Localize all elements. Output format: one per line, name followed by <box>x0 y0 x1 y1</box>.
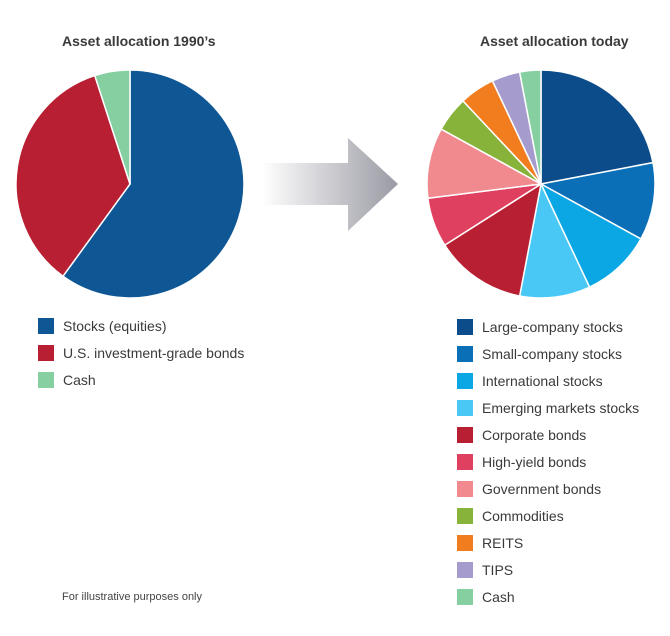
legend-label: Cash <box>482 588 515 605</box>
pie-slice-large-company-stocks <box>540 69 654 185</box>
legend-item-large-company-stocks: Large-company stocks <box>457 313 639 340</box>
legend-label: TIPS <box>482 561 514 578</box>
legend-swatch <box>38 371 54 388</box>
legend-label: Commodities <box>482 507 564 524</box>
legend-label: Stocks (equities) <box>63 317 167 334</box>
legend-swatch <box>457 507 473 524</box>
legend-item-cash: Cash <box>38 366 244 393</box>
legend-item-corporate-bonds: Corporate bonds <box>457 421 639 448</box>
legend-item-tips: TIPS <box>457 556 639 583</box>
pie-slice-government-bonds <box>426 128 542 200</box>
footnote: For illustrative purposes only <box>62 591 203 603</box>
legend-swatch <box>457 480 473 497</box>
legend-swatch <box>457 534 473 551</box>
legend-swatch <box>457 318 473 335</box>
pie-slice-small-company-stocks <box>540 161 656 240</box>
legend-swatch <box>457 561 473 578</box>
pie-1990s <box>15 69 245 299</box>
legend-item-reits: REITS <box>457 529 639 556</box>
legend-swatch <box>38 344 54 361</box>
legend-item-u-s-investment-grade-bonds: U.S. investment-grade bonds <box>38 339 244 366</box>
pie-slice-emerging-markets-stocks <box>518 183 591 299</box>
legend-item-small-company-stocks: Small-company stocks <box>457 340 639 367</box>
legend-label: High-yield bonds <box>482 453 587 470</box>
legend-label: Corporate bonds <box>482 426 587 443</box>
legend-label: U.S. investment-grade bonds <box>63 344 245 361</box>
legend-item-stocks-equities: Stocks (equities) <box>38 312 244 339</box>
legend-today: Large-company stocks Small-company stocks… <box>457 313 639 610</box>
legend-1990s: Stocks (equities) U.S. investment-grade b… <box>38 312 244 393</box>
legend-item-emerging-markets-stocks: Emerging markets stocks <box>457 394 639 421</box>
pie-slice-u-s-investment-grade-bonds <box>15 74 131 277</box>
chart-title-1990s: Asset allocation 1990’s <box>62 33 216 49</box>
legend-item-high-yield-bonds: High-yield bonds <box>457 448 639 475</box>
legend-label: Emerging markets stocks <box>482 399 640 416</box>
legend-label: Government bonds <box>482 480 602 497</box>
legend-swatch <box>38 317 54 334</box>
legend-swatch <box>457 588 473 605</box>
legend-label: Cash <box>63 371 96 388</box>
legend-label: Large-company stocks <box>482 318 623 335</box>
pie-slice-cash <box>518 69 542 185</box>
legend-label: Small-company stocks <box>482 345 623 362</box>
chart-title-today: Asset allocation today <box>480 33 629 49</box>
legend-swatch <box>457 345 473 362</box>
legend-item-commodities: Commodities <box>457 502 639 529</box>
legend-label: REITS <box>482 534 524 551</box>
legend-label: International stocks <box>482 372 603 389</box>
pie-slice-corporate-bonds <box>444 183 542 297</box>
legend-swatch <box>457 453 473 470</box>
pie-today <box>426 69 656 299</box>
legend-swatch <box>457 399 473 416</box>
legend-item-government-bonds: Government bonds <box>457 475 639 502</box>
pie-slice-cash <box>94 69 131 185</box>
legend-item-international-stocks: International stocks <box>457 367 639 394</box>
legend-item-cash: Cash <box>457 583 639 610</box>
pie-slice-international-stocks <box>540 183 642 288</box>
transition-arrow <box>262 138 398 231</box>
legend-swatch <box>457 372 473 389</box>
pie-slice-stocks-equities <box>62 69 245 299</box>
legend-swatch <box>457 426 473 443</box>
